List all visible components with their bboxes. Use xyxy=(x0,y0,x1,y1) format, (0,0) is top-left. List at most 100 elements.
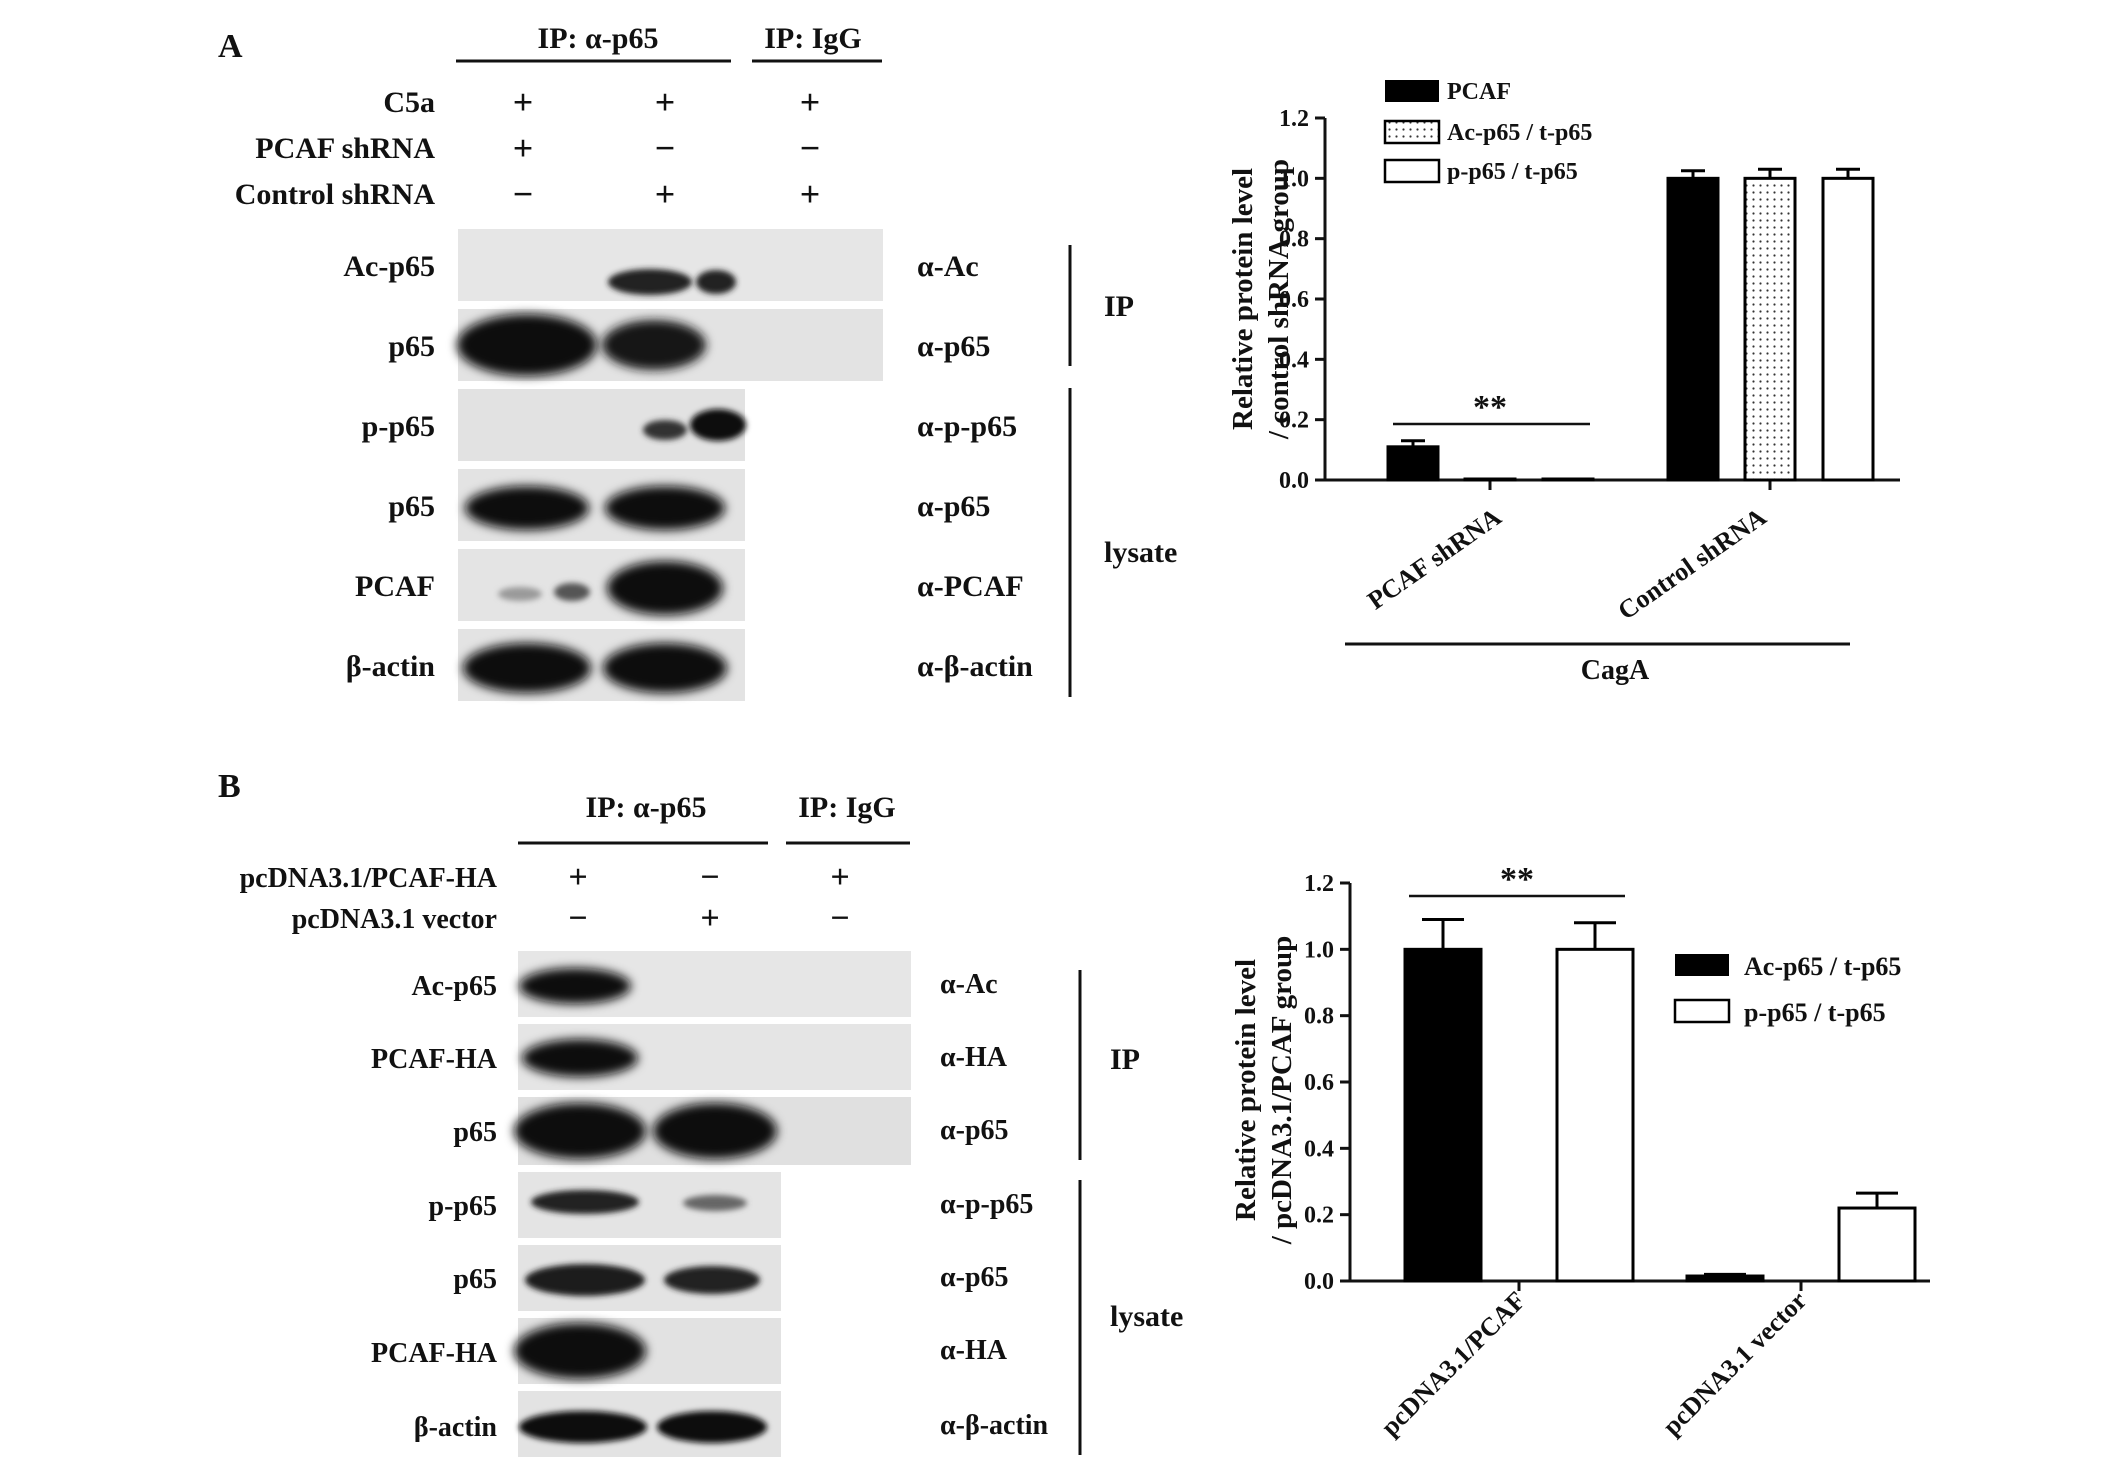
blot-band xyxy=(498,587,542,601)
blot-protein-label: β-actin xyxy=(346,650,435,683)
chart-a-bar xyxy=(1386,445,1440,482)
chart-b-y-tick-label: 0.0 xyxy=(1304,1269,1334,1295)
blot-band xyxy=(457,314,597,376)
chart-a-y-tick-label: 0.4 xyxy=(1279,347,1309,373)
legend-label: Ac-p65 / t-p65 xyxy=(1447,120,1592,146)
blot-band xyxy=(696,270,736,294)
ip-bracket-label: IP xyxy=(1104,290,1134,323)
chart-a-y-tick-label: 1.0 xyxy=(1279,166,1309,192)
blot-antibody-label: α-p65 xyxy=(940,1115,1009,1146)
blot-band xyxy=(664,1266,760,1294)
blot-band xyxy=(607,561,723,615)
chart-a: Relative protein level / control shRNA g… xyxy=(1227,79,1900,686)
blot-protein-label: p65 xyxy=(453,1264,497,1295)
panel-a-condition-label: C5a xyxy=(383,86,435,119)
blot-band xyxy=(525,1264,645,1296)
panel-a-sign: + xyxy=(800,82,821,122)
blot-band xyxy=(463,643,591,693)
chart-a-y-tick-label: 0.2 xyxy=(1279,408,1309,434)
panel-a-sign: + xyxy=(655,174,676,214)
blot-band xyxy=(519,968,631,1004)
chart-a-sig-marker: ** xyxy=(1473,389,1507,426)
chart-b-xcat: pcDNA3.1/PCAF xyxy=(1375,1286,1531,1442)
chart-a-y-tick-label: 0.8 xyxy=(1279,227,1309,253)
chart-b-bar xyxy=(1555,947,1635,1283)
chart-b-y-tick-label: 0.4 xyxy=(1304,1136,1334,1162)
blot-band xyxy=(683,1195,747,1211)
blot-band xyxy=(605,486,725,530)
blot-band xyxy=(657,1411,767,1443)
blot-antibody-label: α-p65 xyxy=(917,490,990,523)
blot-protein-label: p65 xyxy=(388,490,435,523)
panel-b-sign: − xyxy=(830,900,849,937)
blot-band xyxy=(514,1323,646,1379)
blot-antibody-label: α-HA xyxy=(940,1335,1008,1366)
panel-a-ip-header: IP: α-p65 xyxy=(538,22,659,55)
chart-b-bar xyxy=(1403,947,1483,1283)
chart-a-ylabel: / control shRNA group xyxy=(1263,159,1295,440)
chart-a-ylabel: Relative protein level xyxy=(1227,168,1259,430)
ip-bracket-label: IP xyxy=(1110,1043,1140,1076)
chart-a-y-tick-label: 1.2 xyxy=(1279,106,1309,132)
panel-b-sign: − xyxy=(568,900,587,937)
legend-swatch xyxy=(1385,80,1439,102)
panel-a-sign: + xyxy=(655,82,676,122)
chart-a-xcat: PCAF shRNA xyxy=(1362,502,1506,615)
panel-a-sign: − xyxy=(655,128,676,168)
panel-b-letter: B xyxy=(218,768,241,805)
lysate-bracket-label: lysate xyxy=(1104,536,1177,569)
blot-band xyxy=(608,269,692,295)
legend-swatch xyxy=(1673,998,1731,1024)
panel-a-igg-header: IP: IgG xyxy=(764,22,862,55)
chart-b-y-tick-label: 0.2 xyxy=(1304,1203,1334,1229)
blot-protein-label: p-p65 xyxy=(362,410,435,443)
chart-b-y-tick-label: 1.0 xyxy=(1304,937,1334,963)
blot-band xyxy=(522,1039,638,1077)
panel-b-blot: B IP: α-p65 IP: IgG pcDNA3.1/PCAF-HA + −… xyxy=(218,768,1183,1457)
chart-a-y-tick-label: 0.6 xyxy=(1279,287,1309,313)
panel-a-sign: − xyxy=(513,174,534,214)
legend-label: p-p65 / t-p65 xyxy=(1447,159,1578,185)
chart-b-ylabel: Relative protein level xyxy=(1230,959,1262,1221)
panel-b-ip-header: IP: α-p65 xyxy=(586,791,707,824)
chart-b-y-tick-label: 0.6 xyxy=(1304,1070,1334,1096)
blot-antibody-label: α-Ac xyxy=(917,250,979,283)
blot-antibody-label: α-p65 xyxy=(940,1262,1009,1293)
chart-b-xcat: pcDNA3.1 vector xyxy=(1657,1286,1812,1441)
blot-band xyxy=(603,643,727,693)
blot-band xyxy=(643,420,687,440)
blot-antibody-label: α-p65 xyxy=(917,330,990,363)
blot-band xyxy=(690,409,746,441)
blot-antibody-label: α-Ac xyxy=(940,969,998,1000)
blot-antibody-label: α-β-actin xyxy=(940,1410,1049,1441)
chart-b: Relative protein level / pcDNA3.1/PCAF g… xyxy=(1230,861,1930,1442)
chart-a-group-label: CagA xyxy=(1581,655,1650,686)
chart-a-y-tick-label: 0.0 xyxy=(1279,468,1309,494)
blot-protein-label: PCAF-HA xyxy=(371,1044,498,1075)
blot-band xyxy=(465,486,589,530)
blot-band xyxy=(653,1103,777,1159)
panel-a-sign: + xyxy=(800,174,821,214)
panel-b-condition-label: pcDNA3.1/PCAF-HA xyxy=(240,863,498,894)
chart-a-bar xyxy=(1541,477,1595,482)
panel-b-igg-header: IP: IgG xyxy=(798,791,896,824)
chart-b-y-tick-label: 0.8 xyxy=(1304,1004,1334,1030)
panel-b-sign: + xyxy=(700,900,719,937)
blot-band xyxy=(602,320,706,370)
panel-b-sign: + xyxy=(830,859,849,896)
chart-a-bar xyxy=(1463,477,1517,482)
blot-antibody-label: α-p-p65 xyxy=(917,410,1017,443)
panel-b-sign: − xyxy=(700,859,719,896)
chart-b-bar xyxy=(1837,1206,1917,1283)
blot-protein-label: p65 xyxy=(388,330,435,363)
chart-a-bar xyxy=(1743,176,1797,482)
chart-b-ylabel: / pcDNA3.1/PCAF group xyxy=(1266,936,1298,1246)
blot-protein-label: p65 xyxy=(453,1117,497,1148)
panel-a-sign: + xyxy=(513,82,534,122)
panel-a-condition-label: Control shRNA xyxy=(235,178,436,211)
legend-label: p-p65 / t-p65 xyxy=(1744,998,1886,1027)
blot-band xyxy=(554,583,590,601)
panel-a-blot: A IP: α-p65 IP: IgG C5a + + + PCAF shRNA… xyxy=(218,22,1177,701)
chart-b-bar xyxy=(1685,1274,1765,1283)
blot-antibody-label: α-PCAF xyxy=(917,570,1024,603)
